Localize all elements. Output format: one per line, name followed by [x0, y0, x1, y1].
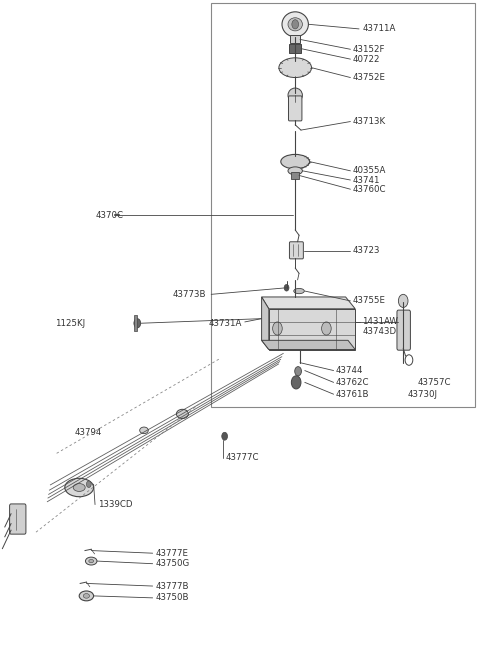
Circle shape	[134, 319, 141, 328]
Text: 43794: 43794	[74, 428, 102, 437]
Text: 43713K: 43713K	[353, 117, 386, 126]
Ellipse shape	[73, 484, 85, 491]
FancyBboxPatch shape	[397, 310, 410, 350]
Text: 40355A: 40355A	[353, 166, 386, 175]
Circle shape	[284, 284, 289, 291]
FancyBboxPatch shape	[290, 35, 300, 43]
Text: 43730J: 43730J	[408, 390, 438, 399]
FancyBboxPatch shape	[291, 172, 299, 179]
Text: 43777E: 43777E	[156, 549, 189, 558]
Text: 1125KJ: 1125KJ	[55, 319, 85, 328]
Circle shape	[322, 322, 331, 335]
Text: 43761B: 43761B	[336, 390, 370, 399]
Circle shape	[222, 432, 228, 440]
Polygon shape	[269, 309, 355, 350]
Text: 43750B: 43750B	[156, 593, 190, 602]
Ellipse shape	[65, 478, 94, 497]
Text: 43757C: 43757C	[418, 378, 451, 387]
Text: 4370C: 4370C	[96, 211, 124, 220]
Ellipse shape	[279, 58, 312, 78]
Text: 43777B: 43777B	[156, 581, 190, 591]
Text: 43741: 43741	[353, 175, 380, 185]
Text: 43711A: 43711A	[362, 24, 396, 34]
FancyBboxPatch shape	[10, 504, 26, 534]
Ellipse shape	[79, 591, 94, 600]
Circle shape	[86, 481, 91, 487]
Ellipse shape	[282, 12, 308, 37]
Text: 43762C: 43762C	[336, 378, 370, 387]
Circle shape	[292, 20, 299, 29]
Circle shape	[398, 294, 408, 307]
Ellipse shape	[288, 18, 302, 31]
Ellipse shape	[288, 88, 302, 102]
Text: 40722: 40722	[353, 55, 380, 64]
FancyBboxPatch shape	[288, 96, 302, 121]
Text: 43723: 43723	[353, 246, 380, 256]
Text: 43152F: 43152F	[353, 45, 385, 54]
Ellipse shape	[140, 427, 148, 434]
Text: 43777C: 43777C	[226, 453, 259, 463]
FancyBboxPatch shape	[289, 242, 303, 259]
Circle shape	[295, 367, 301, 376]
Text: 43750G: 43750G	[156, 559, 190, 568]
FancyBboxPatch shape	[289, 44, 301, 53]
FancyBboxPatch shape	[134, 315, 137, 331]
Text: 43773B: 43773B	[173, 290, 206, 299]
Text: 43755E: 43755E	[353, 296, 386, 306]
Ellipse shape	[288, 167, 302, 175]
Text: 1431AW: 1431AW	[362, 317, 398, 327]
Polygon shape	[262, 340, 355, 350]
Polygon shape	[262, 297, 269, 350]
Ellipse shape	[281, 154, 310, 169]
Ellipse shape	[83, 594, 89, 598]
Ellipse shape	[89, 560, 94, 562]
Circle shape	[273, 322, 282, 335]
Text: 43744: 43744	[336, 366, 363, 375]
Circle shape	[291, 376, 301, 389]
Polygon shape	[262, 297, 355, 309]
Text: 1339CD: 1339CD	[98, 500, 133, 509]
Text: 43743D: 43743D	[362, 327, 396, 336]
Ellipse shape	[177, 409, 188, 419]
Text: 43731A: 43731A	[209, 319, 242, 328]
Ellipse shape	[85, 557, 97, 565]
Text: 43752E: 43752E	[353, 73, 386, 82]
Text: 43760C: 43760C	[353, 185, 386, 194]
Ellipse shape	[294, 288, 304, 294]
